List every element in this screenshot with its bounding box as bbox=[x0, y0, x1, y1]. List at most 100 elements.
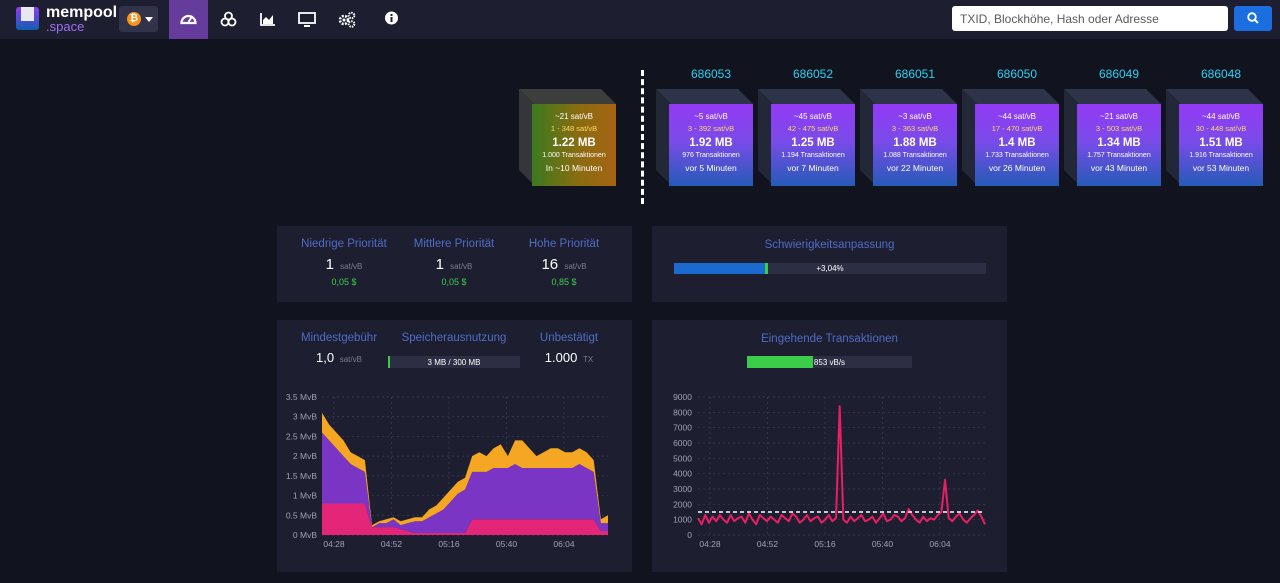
block-fee-range: 1 - 348 sat/vB bbox=[550, 124, 598, 133]
y-tick-label: 2.5 MvB bbox=[286, 431, 318, 441]
x-tick-label: 05:16 bbox=[438, 539, 460, 549]
fee-usd: 0,85 $ bbox=[551, 277, 577, 287]
block-fee-range: 17 - 470 sat/vB bbox=[991, 124, 1043, 133]
fee-usd: 0,05 $ bbox=[441, 277, 467, 287]
info-icon bbox=[385, 11, 398, 25]
y-tick-label: 6000 bbox=[673, 438, 692, 448]
unconfirmed-label: Unbestätigt bbox=[539, 332, 599, 344]
block-time: vor 7 Minuten bbox=[787, 163, 839, 173]
x-tick-label: 06:04 bbox=[929, 539, 951, 549]
blockchain-block[interactable]: ~21 sat/vB 3 - 503 sat/vB 1.34 MB 1.757 Tra… bbox=[1064, 89, 1161, 186]
nav-about[interactable] bbox=[372, 0, 411, 39]
block-top-face bbox=[1166, 89, 1263, 104]
block-front-face: ~44 sat/vB 17 - 470 sat/vB 1.4 MB 1.733 Tra… bbox=[975, 104, 1059, 186]
x-tick-label: 05:40 bbox=[496, 539, 518, 549]
y-tick-label: 1 MvB bbox=[293, 491, 317, 501]
block-time: vor 26 Minuten bbox=[988, 163, 1046, 173]
search-input[interactable] bbox=[952, 6, 1228, 31]
block-fee-range: 30 - 448 sat/vB bbox=[1195, 124, 1247, 133]
fee-usd: 0,05 $ bbox=[331, 277, 357, 287]
memory-usage-text: 3 MB / 300 MB bbox=[427, 358, 481, 367]
block-height-link[interactable]: 686050 bbox=[996, 67, 1038, 81]
block-height-link[interactable]: 686049 bbox=[1098, 67, 1140, 81]
block-size: 1.22 MB bbox=[552, 137, 596, 149]
incoming-panel: Eingehende Transaktionen 853 vB/s 0 1000 2… bbox=[652, 320, 1007, 572]
block-height-link[interactable]: 686051 bbox=[894, 67, 936, 81]
fee-value: 1 bbox=[325, 256, 334, 273]
difficulty-progress-marker bbox=[764, 263, 768, 274]
y-tick-label: 4000 bbox=[673, 469, 692, 479]
block-median-fee: ~5 sat/vB bbox=[694, 112, 728, 121]
block-top-face bbox=[860, 89, 957, 104]
mempool-size-chart: 0 MvB 0.5 MvB 1 MvB 1.5 MvB 2 MvB 2.5 MvB 3 Mv… bbox=[286, 392, 608, 549]
unconfirmed-value: 1.000 bbox=[544, 350, 578, 365]
block-time: vor 5 Minuten bbox=[685, 163, 737, 173]
x-tick-label: 04:52 bbox=[381, 539, 403, 549]
nav-mining[interactable] bbox=[209, 0, 248, 39]
block-tx-count: 1.757 Transaktionen bbox=[1087, 152, 1151, 159]
memory-usage-label: Speicherausnutzung bbox=[401, 332, 507, 344]
caret-down-icon bbox=[145, 17, 153, 22]
block-height-link[interactable]: 686052 bbox=[792, 67, 834, 81]
x-tick-label: 04:52 bbox=[757, 539, 779, 549]
difficulty-change: +3,04% bbox=[816, 264, 844, 273]
fee-value-wrap: 16 sat/vB bbox=[509, 256, 619, 273]
block-size: 1.34 MB bbox=[1097, 137, 1141, 149]
blockchain-block[interactable]: ~5 sat/vB 3 - 392 sat/vB 1.92 MB 976 Transa… bbox=[656, 89, 753, 186]
mempool-block-pending[interactable]: ~21 sat/vB 1 - 348 sat/vB 1.22 MB 1.000 … bbox=[519, 89, 616, 186]
y-tick-label: 3.5 MvB bbox=[286, 392, 318, 402]
logo-text: mempool bbox=[46, 4, 118, 21]
nav-tools[interactable] bbox=[327, 0, 366, 39]
fee-unit: sat/vB bbox=[340, 262, 363, 271]
block-size: 1.25 MB bbox=[791, 137, 835, 149]
graphs-icon bbox=[260, 13, 275, 26]
mempool-logo[interactable]: mempool .space bbox=[16, 4, 118, 34]
unconfirmed-value-wrap: 1.000 TX bbox=[514, 350, 624, 365]
blockchain-block[interactable]: ~3 sat/vB 3 - 363 sat/vB 1.88 MB 1.088 Tran… bbox=[860, 89, 957, 186]
block-median-fee: ~3 sat/vB bbox=[898, 112, 932, 121]
y-tick-label: 0 bbox=[687, 530, 692, 540]
fee-unit: sat/vB bbox=[450, 262, 473, 271]
blockchain-block[interactable]: ~44 sat/vB 17 - 470 sat/vB 1.4 MB 1.733 Tra… bbox=[962, 89, 1059, 186]
unconfirmed-unit: TX bbox=[582, 355, 594, 364]
fee-label: Niedrige Priorität bbox=[301, 238, 387, 250]
block-tx-count: 1.916 Transaktionen bbox=[1189, 152, 1253, 159]
logo-mark-icon bbox=[16, 7, 39, 30]
min-fee-value: 1,0 bbox=[316, 350, 335, 365]
fees-panel: Niedrige Priorität 1 sat/vB 0,05 $ Mittl… bbox=[277, 226, 632, 302]
block-tx-count: 976 Transaktionen bbox=[682, 152, 740, 159]
y-tick-label: 8000 bbox=[673, 407, 692, 417]
y-tick-label: 3000 bbox=[673, 484, 692, 494]
fee-unit: sat/vB bbox=[564, 262, 587, 271]
incoming-rate-fill bbox=[747, 356, 813, 368]
nav-dashboard[interactable] bbox=[169, 0, 208, 39]
y-tick-label: 7000 bbox=[673, 423, 692, 433]
block-front-face: ~3 sat/vB 3 - 363 sat/vB 1.88 MB 1.088 Tran… bbox=[873, 104, 957, 186]
block-side-face bbox=[758, 89, 773, 185]
fee-value: 16 bbox=[541, 256, 559, 273]
nav-graphs[interactable] bbox=[248, 0, 287, 39]
block-time: In ~10 Minuten bbox=[545, 163, 603, 173]
y-tick-label: 3 MvB bbox=[293, 412, 317, 422]
y-tick-label: 1.5 MvB bbox=[286, 471, 318, 481]
blockchain-block[interactable]: ~44 sat/vB 30 - 448 sat/vB 1.51 MB 1.916 Tr… bbox=[1166, 89, 1263, 186]
y-tick-label: 9000 bbox=[673, 392, 692, 402]
mining-icon bbox=[220, 11, 237, 27]
difficulty-panel: Schwierigkeitsanpassung +3,04% bbox=[652, 226, 1007, 302]
block-height-link[interactable]: 686053 bbox=[690, 67, 732, 81]
block-front-face: ~45 sat/vB 42 - 475 sat/vB 1.25 MB 1.194 Tr… bbox=[771, 104, 855, 186]
block-median-fee: ~44 sat/vB bbox=[997, 112, 1037, 121]
mempool-blockchain-divider bbox=[641, 70, 644, 204]
incoming-title: Eingehende Transaktionen bbox=[761, 333, 898, 345]
block-tx-count: 1.088 Transaktionen bbox=[883, 152, 947, 159]
nav-tv[interactable] bbox=[287, 0, 326, 39]
block-median-fee: ~44 sat/vB bbox=[1201, 112, 1241, 121]
block-height-link[interactable]: 686048 bbox=[1200, 67, 1242, 81]
block-size: 1.4 MB bbox=[998, 137, 1036, 149]
fee-low: Niedrige Priorität 1 sat/vB 0,05 $ bbox=[289, 238, 399, 287]
network-selector[interactable]: ₿ bbox=[119, 6, 158, 32]
blockchain-block[interactable]: ~45 sat/vB 42 - 475 sat/vB 1.25 MB 1.194 Tr… bbox=[758, 89, 855, 186]
incoming-tx-chart: 0 1000 2000 3000 4000 5000 6000 7000 8000 9000 04:… bbox=[673, 392, 986, 549]
memory-usage: Speicherausnutzung bbox=[389, 332, 519, 344]
search-button[interactable] bbox=[1234, 6, 1272, 31]
